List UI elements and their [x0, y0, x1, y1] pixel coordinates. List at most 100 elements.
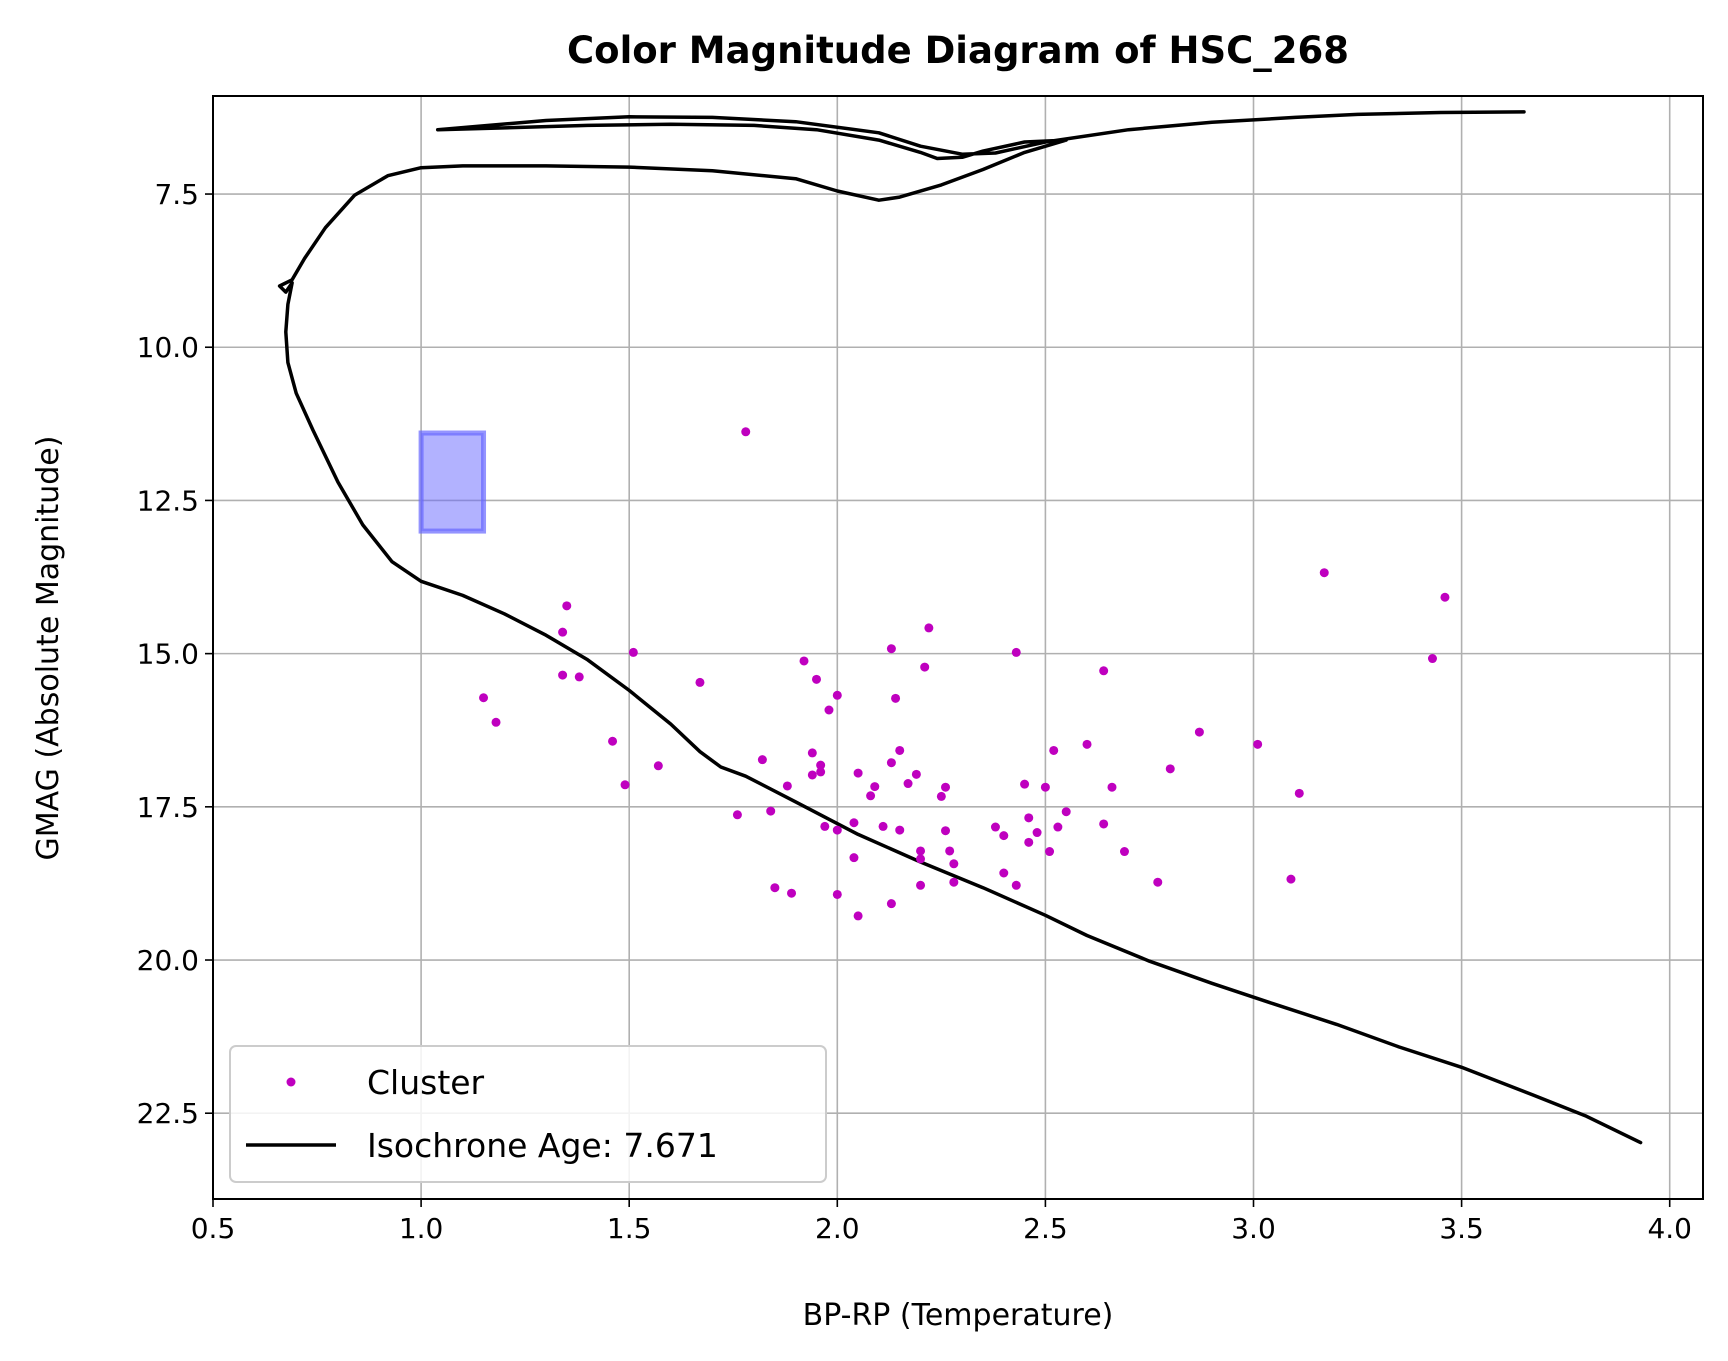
cluster-point [832, 690, 842, 700]
y-tick-label: 7.5 [154, 178, 199, 211]
cluster-point [1153, 877, 1163, 887]
cluster-point [1099, 819, 1109, 829]
cluster-point [782, 781, 792, 791]
cluster-point [1099, 666, 1109, 676]
chart-title: Color Magnitude Diagram of HSC_268 [567, 29, 1349, 72]
highlight-box [418, 430, 487, 534]
cluster-point [820, 821, 830, 831]
x-tick-label: 2.0 [815, 1212, 860, 1245]
cluster-point [1165, 764, 1175, 774]
cluster-point [1024, 813, 1034, 823]
cluster-point [574, 672, 584, 682]
cluster-point [1253, 739, 1263, 749]
cluster-point [916, 846, 926, 856]
cluster-point [807, 748, 817, 758]
legend-label-cluster: Cluster [367, 1063, 485, 1102]
cluster-point [849, 853, 859, 863]
cluster-point [911, 769, 921, 779]
cluster-point [945, 846, 955, 856]
cluster-point [916, 854, 926, 864]
legend-marker-cluster [286, 1077, 296, 1087]
cluster-point [816, 760, 826, 770]
cluster-point [787, 888, 797, 898]
cluster-point [732, 810, 742, 820]
cluster-points [479, 427, 1450, 921]
cluster-point [824, 705, 834, 715]
cluster-point [870, 782, 880, 792]
cluster-point [1082, 739, 1092, 749]
cluster-point [832, 825, 842, 835]
cluster-point [895, 825, 905, 835]
cluster-point [562, 601, 572, 611]
cluster-point [770, 883, 780, 893]
highlight-box-layer [418, 430, 487, 534]
y-tick-label: 15.0 [137, 638, 199, 671]
cluster-point [924, 623, 934, 633]
isochrone-line [277, 110, 1643, 1145]
cluster-point [1294, 788, 1304, 798]
cluster-point [832, 889, 842, 899]
cluster-point [895, 745, 905, 755]
grid [212, 96, 1703, 1199]
cluster-point [608, 736, 618, 746]
legend-label-isochrone: Isochrone Age: 7.671 [367, 1126, 718, 1165]
cluster-point [628, 647, 638, 657]
cluster-point [558, 627, 568, 637]
cluster-point [799, 656, 809, 666]
y-tick-label: 17.5 [137, 791, 199, 824]
cluster-point [807, 770, 817, 780]
x-tick-label: 0.5 [191, 1212, 236, 1245]
cluster-point [653, 761, 663, 771]
cluster-point [878, 821, 888, 831]
cluster-point [741, 427, 751, 437]
cluster-point [1107, 782, 1117, 792]
cluster-point [936, 791, 946, 801]
cluster-point [1286, 874, 1296, 884]
cluster-point [1319, 568, 1329, 578]
y-tick-label: 22.5 [137, 1097, 199, 1130]
cluster-point [1061, 807, 1071, 817]
cluster-point [766, 806, 776, 816]
cluster-point [757, 755, 767, 765]
cluster-point [1011, 647, 1021, 657]
cluster-point [1024, 837, 1034, 847]
cluster-point [866, 791, 876, 801]
cluster-point [903, 779, 913, 789]
cluster-point [886, 644, 896, 654]
cluster-point [999, 831, 1009, 841]
y-tick-label: 10.0 [137, 331, 199, 364]
cluster-point [891, 693, 901, 703]
isochrone-layer [277, 110, 1643, 1145]
cluster-point [1040, 782, 1050, 792]
cluster-point [920, 662, 930, 672]
cluster-point [695, 677, 705, 687]
cluster-point [479, 693, 489, 703]
cluster-point [1020, 779, 1030, 789]
legend: Cluster Isochrone Age: 7.671 [229, 1045, 827, 1183]
cluster-point [949, 859, 959, 869]
cluster-point [853, 911, 863, 921]
cluster-point [491, 717, 501, 727]
x-tick-label: 1.5 [607, 1212, 652, 1245]
cluster-point [853, 768, 863, 778]
x-tick-label: 1.0 [399, 1212, 444, 1245]
axis-ticks: 0.5 1.0 1.5 2.0 2.5 3.0 3.5 4.0 7.5 10.0 12.5 15.0 1… [137, 178, 1692, 1245]
cluster-point [1194, 727, 1204, 737]
cluster-point [1032, 828, 1042, 838]
cluster-point [886, 758, 896, 768]
legend-frame [229, 1045, 827, 1183]
cluster-point [886, 899, 896, 909]
cluster-point [1053, 822, 1063, 832]
plot-frame [212, 95, 1704, 1200]
x-axis-label: BP-RP (Temperature) [803, 1298, 1114, 1333]
cluster-point [849, 818, 859, 828]
cluster-point [1119, 847, 1129, 857]
cluster-point [1427, 654, 1437, 664]
x-tick-label: 3.5 [1439, 1212, 1484, 1245]
cluster-point [990, 822, 1000, 832]
cluster-point [1011, 880, 1021, 890]
cluster-point [941, 826, 951, 836]
x-tick-label: 3.0 [1231, 1212, 1276, 1245]
cluster-point [811, 674, 821, 684]
